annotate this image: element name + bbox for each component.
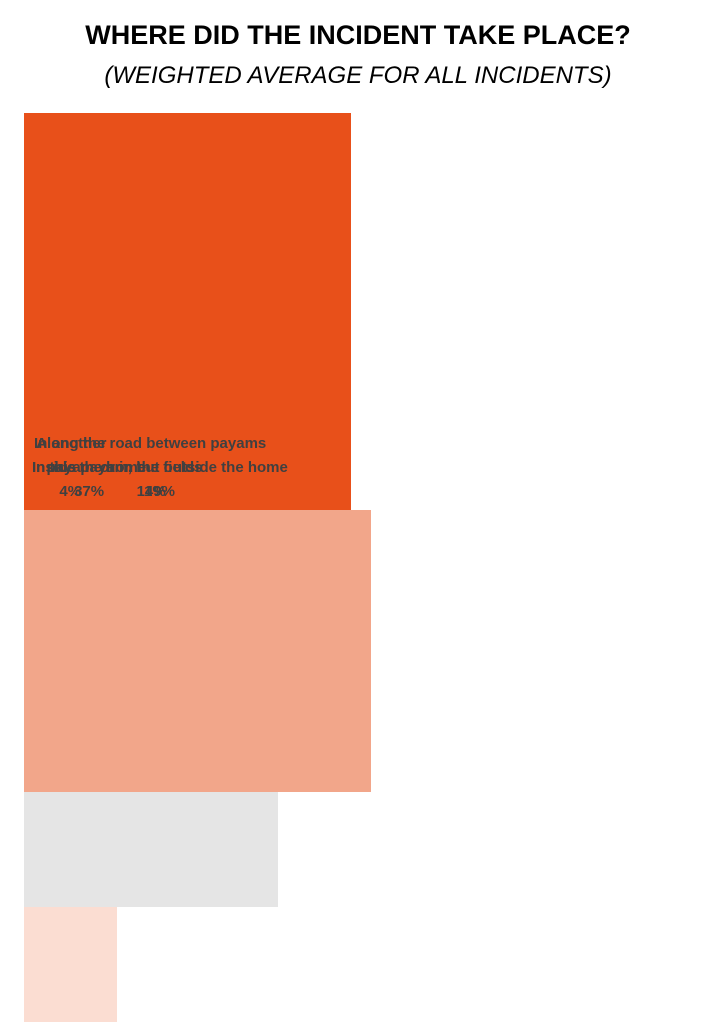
cell-label: Along the road between payams or in the … [32, 432, 270, 504]
cell-label: In another payam 4% [32, 432, 109, 504]
category-label: In this payam, but outside the home [32, 459, 288, 476]
treemap-cell: In this payam, but outside the home 49% [24, 113, 351, 510]
treemap-cell: In another payam 4% [24, 435, 117, 1022]
category-label: In another payam [34, 435, 107, 476]
value-label: 4% [59, 483, 82, 500]
category-label: Along the road between payams or in the … [36, 435, 267, 476]
category-label: Inside the home [32, 459, 147, 476]
value-label: 49% [144, 483, 175, 500]
treemap: In this payam, but outside the home 49% In… [24, 113, 698, 1022]
page: WHERE DID THE INCIDENT TAKE PLACE? (WEIG… [24, 20, 698, 1022]
chart-title: WHERE DID THE INCIDENT TAKE PLACE? [85, 20, 631, 50]
cell-label: Inside the home 37% [32, 456, 146, 504]
cell-label: In this payam, but outside the home 49% [32, 456, 288, 504]
chart-subtitle: (WEIGHTED AVERAGE FOR ALL INCIDENTS) [104, 62, 612, 89]
value-label: 37% [74, 483, 105, 500]
value-label: 11% [136, 483, 166, 500]
treemap-cell: Along the road between payams or in the … [24, 435, 279, 907]
treemap-cell: Inside the home 37% [24, 459, 371, 793]
